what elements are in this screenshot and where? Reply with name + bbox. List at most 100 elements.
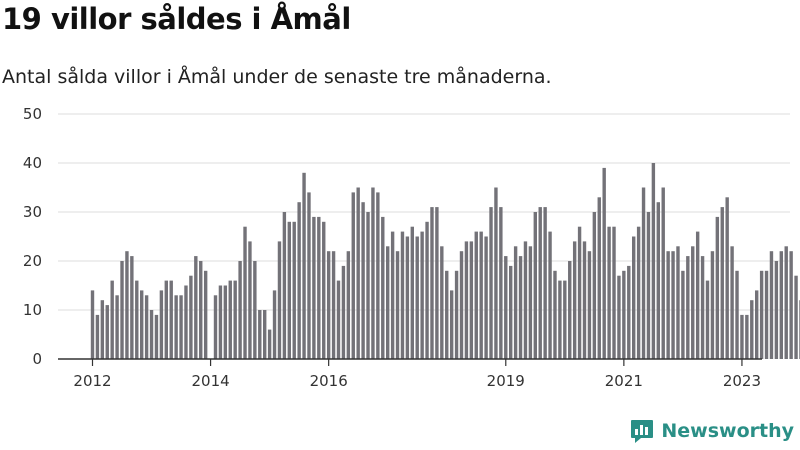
x-tick-label: 2014 (191, 372, 229, 390)
bar (366, 212, 370, 359)
bar (174, 295, 178, 359)
bar (587, 251, 592, 359)
bar (745, 314, 749, 359)
bar (558, 280, 562, 359)
bar (149, 310, 154, 359)
bar (459, 251, 464, 359)
bar (233, 280, 237, 359)
bar (390, 231, 395, 359)
bar (346, 251, 351, 359)
bar (656, 202, 660, 359)
x-tick-label: 2012 (73, 372, 111, 390)
bar (317, 216, 321, 359)
newsworthy-logo-icon (631, 420, 654, 443)
bar (415, 236, 419, 359)
bar (627, 265, 631, 359)
bar (577, 226, 582, 359)
bar (617, 275, 621, 359)
bar (213, 295, 218, 359)
bar (651, 163, 656, 359)
bar (740, 314, 744, 359)
bar (336, 280, 341, 359)
bar (223, 285, 228, 359)
bar (769, 251, 774, 359)
bar (774, 261, 779, 359)
bar (164, 280, 168, 359)
bar (154, 314, 159, 359)
bar (395, 251, 400, 359)
bar (159, 290, 164, 359)
bar (425, 221, 429, 359)
bar (263, 310, 267, 359)
bar (720, 207, 724, 359)
bar (695, 231, 700, 359)
bar (469, 241, 474, 359)
bar (440, 246, 444, 359)
bar (784, 246, 788, 359)
bar (95, 314, 100, 359)
bar (130, 256, 134, 359)
bar (386, 246, 390, 359)
bar (563, 280, 567, 359)
bar (272, 290, 277, 359)
bar (597, 197, 601, 359)
bar (759, 270, 764, 359)
bar (779, 251, 783, 359)
bar (199, 261, 203, 359)
y-tick-label: 0 (32, 350, 42, 368)
bar (302, 172, 306, 359)
bar (218, 285, 223, 359)
bar (435, 207, 439, 359)
y-tick-label: 50 (23, 105, 42, 123)
bar (356, 187, 360, 359)
bar (464, 241, 469, 359)
bar (376, 192, 380, 359)
x-tick-label: 2016 (310, 372, 348, 390)
bar (381, 216, 385, 359)
bar (538, 207, 542, 359)
bar (287, 221, 291, 359)
y-tick-label: 40 (23, 154, 42, 172)
x-tick-label: 2021 (605, 372, 643, 390)
bar (405, 236, 410, 359)
bar (691, 246, 695, 359)
bar (430, 207, 434, 359)
bar (135, 280, 139, 359)
bar (189, 275, 193, 359)
bar (277, 241, 282, 359)
bar (228, 280, 232, 359)
bar (322, 221, 326, 359)
bar (553, 270, 557, 359)
bar (764, 270, 769, 359)
bar (676, 246, 680, 359)
bar (410, 226, 414, 359)
bar (504, 256, 508, 359)
bar (292, 221, 296, 359)
bar (710, 251, 715, 359)
bar (592, 212, 597, 359)
bar (513, 246, 518, 359)
bar (100, 300, 105, 359)
bar (755, 290, 759, 359)
bar (646, 212, 651, 359)
bar (568, 261, 572, 359)
bar (371, 187, 375, 359)
bar (528, 246, 533, 359)
bar (636, 226, 641, 359)
bar (494, 187, 498, 359)
y-tick-label: 20 (23, 252, 42, 270)
bar (632, 236, 636, 359)
bar (115, 295, 119, 359)
bar (489, 207, 493, 359)
bar (582, 241, 587, 359)
bar (548, 231, 552, 359)
bar (705, 280, 710, 359)
bar (194, 256, 198, 359)
bar (686, 256, 690, 359)
bar (641, 187, 646, 359)
bar (509, 265, 513, 359)
bar (454, 270, 459, 359)
y-tick-label: 10 (23, 301, 42, 319)
bar (671, 251, 675, 359)
